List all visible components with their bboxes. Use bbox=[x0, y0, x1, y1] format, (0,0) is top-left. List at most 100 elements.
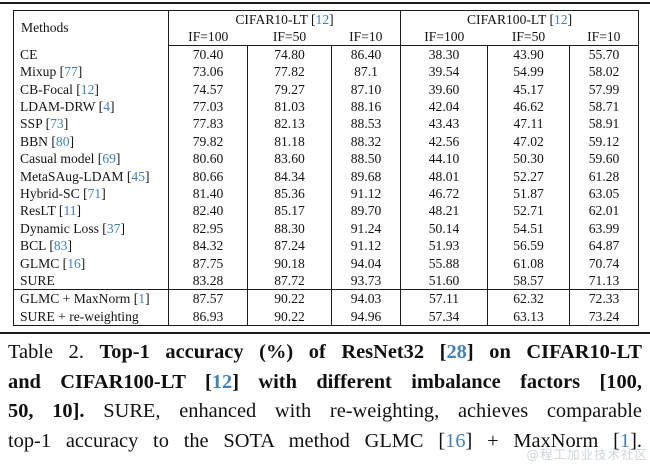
accuracy-value-cell: 39.60 bbox=[400, 80, 488, 99]
citation-number: 37 bbox=[106, 220, 121, 236]
accuracy-value-cell: 42.56 bbox=[400, 132, 488, 151]
caption-text: ]. bbox=[630, 429, 643, 452]
accuracy-value-cell: 64.87 bbox=[569, 237, 639, 255]
accuracy-value-cell: 83.60 bbox=[247, 150, 332, 168]
accuracy-value-cell: 44.10 bbox=[400, 150, 488, 168]
accuracy-value-cell: 84.32 bbox=[168, 237, 248, 255]
accuracy-value-cell: 57.11 bbox=[400, 289, 488, 308]
accuracy-value-cell: 88.16 bbox=[330, 98, 401, 116]
caption-text: ] on CIFAR10-LT bbox=[466, 341, 642, 363]
accuracy-value-cell: 82.13 bbox=[247, 115, 332, 133]
table-caption: Table 2. Top-1 accuracy (%) of ResNet32 … bbox=[8, 338, 642, 456]
method-name-cell: SSP [73] bbox=[20, 116, 69, 132]
citation-number: 11 bbox=[63, 203, 77, 219]
imbalance-factor-header: IF=50 bbox=[247, 28, 332, 46]
accuracy-value-cell: 43.43 bbox=[400, 115, 488, 133]
accuracy-value-cell: 90.22 bbox=[247, 307, 332, 326]
accuracy-value-cell: 48.01 bbox=[400, 167, 488, 186]
accuracy-value-cell: 88.30 bbox=[247, 219, 332, 238]
accuracy-value-cell: 63.13 bbox=[487, 307, 570, 326]
caption-text: SURE, enhanced with re-weighting, achiev… bbox=[103, 400, 642, 423]
citation-number: 80 bbox=[55, 133, 70, 149]
accuracy-value-cell: 77.82 bbox=[247, 63, 332, 81]
table-row: BBN [80] 79.82 81.18 88.32 42.56 47.02 59.12 bbox=[14, 132, 639, 151]
dataset-group-header: CIFAR10-LT [12] bbox=[167, 10, 401, 28]
table-row: CE 70.40 74.80 86.40 38.30 43.90 55.70 bbox=[14, 45, 639, 64]
citation-number: 12 bbox=[80, 81, 95, 97]
method-name-cell: CE bbox=[20, 46, 38, 62]
accuracy-value-cell: 71.13 bbox=[569, 272, 639, 291]
accuracy-value-cell: 70.74 bbox=[569, 254, 639, 273]
accuracy-value-cell: 51.93 bbox=[400, 237, 488, 255]
accuracy-value-cell: 58.02 bbox=[569, 63, 639, 81]
accuracy-value-cell: 61.08 bbox=[487, 254, 570, 273]
citation-number: 1 bbox=[619, 429, 631, 452]
table-row: Hybrid-SC [71] 81.40 85.36 91.12 46.72 51.87 6… bbox=[14, 185, 639, 203]
accuracy-value-cell: 58.91 bbox=[569, 115, 639, 133]
accuracy-value-cell: 91.12 bbox=[330, 185, 401, 203]
table-row: LDAM-DRW [4] 77.03 81.03 88.16 42.04 46.62 58.… bbox=[14, 98, 639, 116]
caption-text: Top-1 accuracy (%) of ResNet32 [ bbox=[99, 341, 447, 363]
accuracy-value-cell: 62.32 bbox=[487, 289, 570, 308]
citation-number: 12 bbox=[315, 11, 330, 27]
accuracy-value-cell: 47.11 bbox=[487, 115, 570, 133]
accuracy-value-cell: 47.02 bbox=[487, 132, 570, 151]
citation-number: 12 bbox=[553, 11, 568, 27]
citation-number: 12 bbox=[211, 370, 233, 393]
citation-number: 71 bbox=[87, 186, 102, 202]
imbalance-factor-header: IF=100 bbox=[168, 28, 248, 46]
accuracy-value-cell: 87.57 bbox=[168, 289, 248, 308]
accuracy-value-cell: 74.80 bbox=[247, 45, 332, 64]
citation-number: 4 bbox=[103, 99, 110, 115]
method-name-cell: ResLT [11] bbox=[20, 203, 82, 219]
accuracy-value-cell: 94.03 bbox=[330, 289, 401, 308]
accuracy-value-cell: 87.1 bbox=[330, 63, 401, 81]
table-header: Methods CIFAR10-LT [12] CIFAR100-LT [12] IF… bbox=[13, 10, 639, 46]
accuracy-value-cell: 38.30 bbox=[400, 45, 488, 64]
table-row: SSP [73] 77.83 82.13 88.53 43.43 47.11 58.91 bbox=[14, 115, 639, 133]
accuracy-value-cell: 54.99 bbox=[487, 63, 570, 81]
accuracy-value-cell: 87.72 bbox=[247, 272, 332, 291]
accuracy-value-cell: 74.57 bbox=[168, 80, 248, 99]
citation-number: 16 bbox=[67, 255, 81, 271]
accuracy-value-cell: 63.99 bbox=[569, 219, 639, 238]
caption-line: and CIFAR100-LT [12] with different imba… bbox=[8, 368, 642, 398]
citation-number: 73 bbox=[50, 116, 64, 132]
accuracy-value-cell: 86.93 bbox=[168, 307, 248, 326]
accuracy-value-cell: 91.12 bbox=[330, 237, 401, 255]
accuracy-value-cell: 94.96 bbox=[330, 307, 401, 326]
caption-text: ] with different imbalance factors [100, bbox=[232, 370, 642, 393]
accuracy-value-cell: 43.90 bbox=[487, 45, 570, 64]
accuracy-value-cell: 88.53 bbox=[330, 115, 401, 133]
accuracy-value-cell: 55.88 bbox=[400, 254, 488, 273]
imbalance-factor-header: IF=10 bbox=[331, 28, 401, 46]
table-row: BCL [83] 84.32 87.24 91.12 51.93 56.59 64.87 bbox=[14, 237, 639, 255]
accuracy-value-cell: 51.87 bbox=[487, 185, 570, 203]
accuracy-value-cell: 86.40 bbox=[330, 45, 401, 64]
accuracy-value-cell: 73.06 bbox=[168, 63, 248, 81]
method-name-cell: CB-Focal [12] bbox=[20, 81, 99, 97]
accuracy-value-cell: 88.32 bbox=[330, 132, 401, 151]
imbalance-factor-header: IF=50 bbox=[487, 28, 570, 46]
caption-line: Table 2. Top-1 accuracy (%) of ResNet32 … bbox=[8, 338, 642, 368]
accuracy-value-cell: 87.24 bbox=[247, 237, 332, 255]
accuracy-value-cell: 58.57 bbox=[487, 272, 570, 291]
accuracy-value-cell: 63.05 bbox=[569, 185, 639, 203]
caption-text: top-1 accuracy to the SOTA method GLMC [ bbox=[8, 429, 446, 452]
method-name-cell: SURE bbox=[13, 272, 169, 291]
method-name-cell: SURE + re-weighting bbox=[20, 308, 139, 324]
accuracy-value-cell: 94.04 bbox=[330, 254, 401, 273]
accuracy-value-cell: 59.60 bbox=[569, 150, 639, 168]
accuracy-value-cell: 54.51 bbox=[487, 219, 570, 238]
accuracy-value-cell: 59.12 bbox=[569, 132, 639, 151]
caption-text: and CIFAR100-LT [ bbox=[8, 370, 212, 393]
table-body: CE 70.40 74.80 86.40 38.30 43.90 55.70 Mixup [7… bbox=[13, 45, 639, 326]
table-row: Casual model [69] 80.60 83.60 88.50 44.10 50.… bbox=[14, 150, 639, 168]
accuracy-value-cell: 51.60 bbox=[400, 272, 488, 291]
citation-number: 77 bbox=[64, 64, 78, 80]
methods-column-header: Methods bbox=[13, 10, 169, 46]
method-name-cell: BCL [83] bbox=[20, 238, 72, 254]
table-row: CB-Focal [12] 74.57 79.27 87.10 39.60 45.17 57… bbox=[14, 80, 639, 99]
method-name-cell: GLMC + MaxNorm [1] bbox=[20, 291, 150, 307]
